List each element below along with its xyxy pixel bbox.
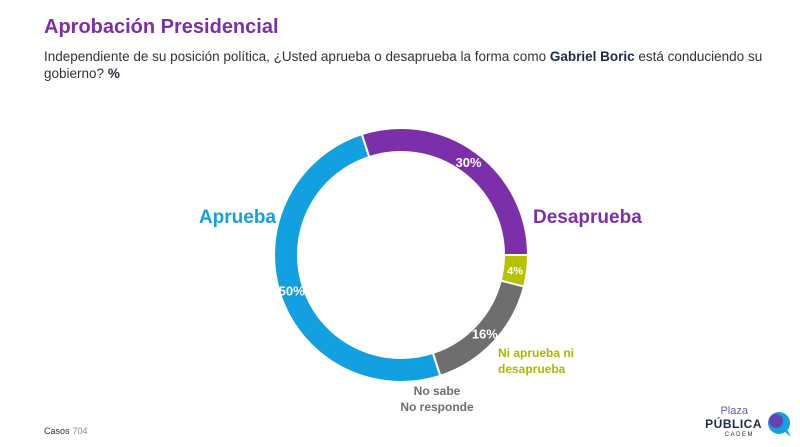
pie-slice-desaprueba bbox=[360, 127, 530, 256]
subtitle-unit: % bbox=[107, 66, 120, 81]
logo-line1: Plaza bbox=[720, 405, 748, 417]
legend-label-line: desaprueba bbox=[498, 362, 566, 376]
data-label: 50% bbox=[279, 284, 305, 299]
chart-subtitle: Independiente de su posición política, ¿… bbox=[44, 48, 764, 82]
legend-label: Aprueba bbox=[199, 207, 277, 228]
speech-bubble-icon bbox=[768, 412, 791, 437]
subtitle-text-post: está conduciendo su gobierno? bbox=[44, 49, 763, 81]
page-title: Aprobación Presidencial bbox=[44, 16, 279, 38]
data-label: 30% bbox=[456, 155, 482, 170]
logo-line3: CADEM bbox=[724, 432, 754, 438]
legend-label: Ni aprueba ni desaprueba bbox=[498, 346, 574, 376]
plaza-publica-logo: Plaza PÚBLICA CADEM bbox=[705, 405, 794, 443]
pie-slice-aprueba bbox=[273, 132, 442, 383]
legend-label-line: Desaprueba bbox=[533, 207, 642, 228]
sample-size: Casos 704 bbox=[44, 426, 88, 436]
legend-label-line: No sabe bbox=[414, 384, 461, 398]
subtitle-text: Independiente de su posición política, ¿… bbox=[44, 49, 550, 64]
casos-value: 704 bbox=[72, 426, 88, 436]
legend-label: Desaprueba bbox=[533, 207, 642, 228]
legend-label: No sabe No responde bbox=[400, 384, 474, 414]
logo-line2: PÚBLICA bbox=[705, 417, 762, 431]
data-label: 16% bbox=[472, 327, 498, 342]
legend-label-line: Ni aprueba ni bbox=[498, 346, 574, 360]
legend-label-line: Aprueba bbox=[199, 207, 277, 228]
casos-label: Casos bbox=[44, 426, 70, 436]
legend-label-line: No responde bbox=[400, 400, 474, 414]
data-label: 4% bbox=[507, 265, 523, 277]
subtitle-name: Gabriel Boric bbox=[549, 49, 635, 64]
